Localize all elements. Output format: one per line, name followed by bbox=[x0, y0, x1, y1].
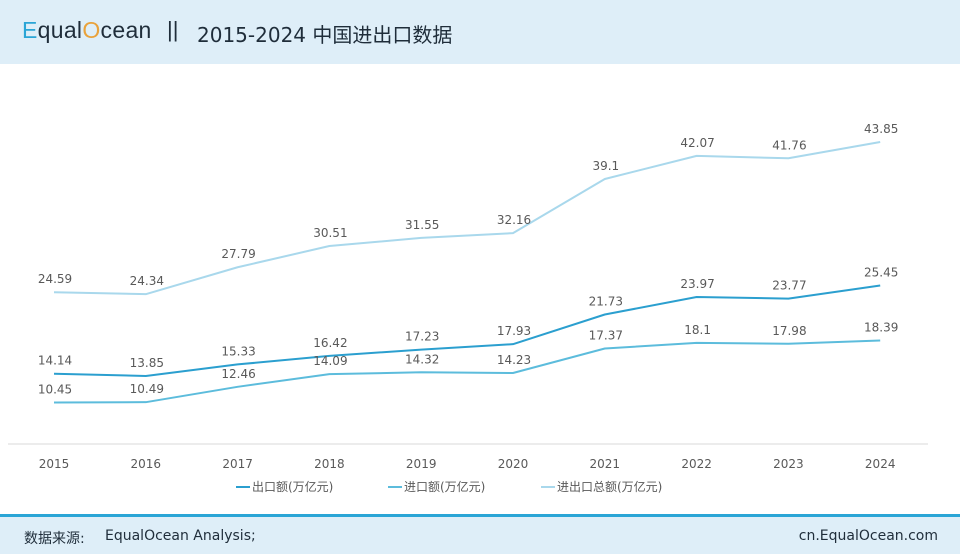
data-label-export: 15.33 bbox=[221, 344, 255, 358]
data-label-export: 21.73 bbox=[589, 295, 623, 309]
data-label-import: 14.32 bbox=[405, 352, 439, 366]
legend-label-import: 进口额(万亿元) bbox=[404, 479, 485, 494]
x-tick-label: 2015 bbox=[39, 457, 70, 471]
x-tick-label: 2020 bbox=[498, 457, 529, 471]
data-label-export: 13.85 bbox=[130, 356, 164, 370]
data-label-total: 27.79 bbox=[221, 247, 255, 261]
x-tick-label: 2018 bbox=[314, 457, 345, 471]
data-label-import: 12.46 bbox=[221, 367, 255, 381]
source-value: EqualOcean Analysis; bbox=[105, 528, 256, 544]
data-label-export: 16.42 bbox=[313, 336, 347, 350]
x-tick-label: 2017 bbox=[222, 457, 253, 471]
logo-cean: cean bbox=[100, 17, 152, 43]
data-label-import: 14.23 bbox=[497, 353, 531, 367]
series-line-total bbox=[53, 140, 881, 296]
data-label-total: 30.51 bbox=[313, 226, 347, 240]
x-tick-label: 2023 bbox=[773, 457, 804, 471]
footer-divider bbox=[0, 514, 960, 517]
data-label-import: 18.39 bbox=[864, 321, 898, 335]
data-label-export: 17.93 bbox=[497, 324, 531, 338]
data-label-import: 14.09 bbox=[313, 354, 347, 368]
data-label-export: 25.45 bbox=[864, 265, 898, 279]
data-label-export: 14.14 bbox=[38, 354, 72, 368]
data-label-import: 10.45 bbox=[38, 382, 72, 396]
data-label-import: 17.37 bbox=[589, 329, 623, 343]
legend-label-export: 出口额(万亿元) bbox=[252, 479, 333, 494]
data-label-total: 39.1 bbox=[592, 159, 619, 173]
series-line-export bbox=[53, 284, 881, 377]
x-tick-label: 2016 bbox=[131, 457, 162, 471]
data-label-total: 43.85 bbox=[864, 122, 898, 136]
site-link[interactable]: cn.EqualOcean.com bbox=[798, 528, 938, 544]
data-label-export: 23.77 bbox=[772, 279, 806, 293]
data-label-total: 31.55 bbox=[405, 218, 439, 232]
x-tick-label: 2022 bbox=[681, 457, 712, 471]
logo-qual: qual bbox=[37, 17, 83, 43]
header-bar: EqualOcean || 2015-2024 中国进出口数据 bbox=[0, 0, 960, 64]
data-label-export: 17.23 bbox=[405, 330, 439, 344]
x-tick-label: 2021 bbox=[590, 457, 621, 471]
data-label-total: 32.16 bbox=[497, 213, 531, 227]
data-label-total: 24.59 bbox=[38, 272, 72, 286]
logo-e: E bbox=[22, 17, 38, 43]
source-label: 数据来源: bbox=[24, 531, 85, 547]
x-tick-label: 2024 bbox=[865, 457, 896, 471]
data-label-import: 18.1 bbox=[684, 323, 711, 337]
brand-logo[interactable]: EqualOcean bbox=[22, 17, 152, 44]
header-separator: || bbox=[167, 17, 179, 42]
data-label-import: 10.49 bbox=[130, 382, 164, 396]
legend-label-total: 进出口总额(万亿元) bbox=[557, 479, 662, 494]
data-label-total: 24.34 bbox=[130, 274, 164, 288]
series-line-import bbox=[53, 339, 881, 404]
data-label-total: 42.07 bbox=[680, 136, 714, 150]
data-label-total: 41.76 bbox=[772, 138, 806, 152]
data-label-export: 23.97 bbox=[680, 277, 714, 291]
data-label-import: 17.98 bbox=[772, 324, 806, 338]
footer-bar: 数据来源: EqualOcean Analysis; cn.EqualOcean… bbox=[0, 517, 960, 554]
line-chart: 2015 2016 2017 2018 2019 2020 2021 2022 2023 2024… bbox=[8, 122, 928, 494]
x-tick-label: 2019 bbox=[406, 457, 437, 471]
page-title: 2015-2024 中国进出口数据 bbox=[197, 23, 453, 47]
logo-o: O bbox=[82, 17, 101, 43]
